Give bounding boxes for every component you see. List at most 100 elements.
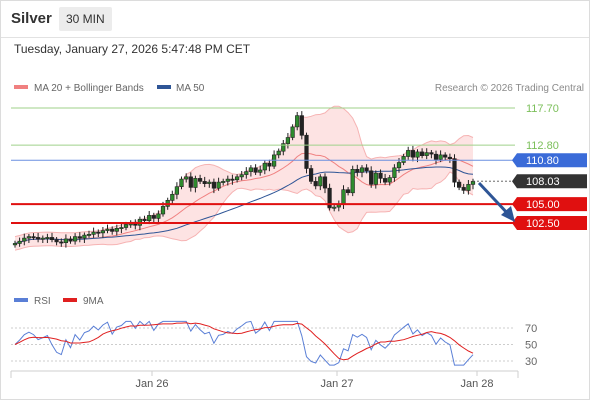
bollinger-upper-line xyxy=(14,105,474,238)
bollinger-band-fill xyxy=(15,106,473,251)
candle-body xyxy=(86,234,92,236)
candle-body xyxy=(230,178,235,181)
candle-body xyxy=(396,162,402,169)
candle-body xyxy=(248,167,254,172)
candle-body xyxy=(369,170,374,185)
candle-body xyxy=(12,243,18,246)
candle-body xyxy=(276,150,281,156)
candle-body xyxy=(170,194,175,201)
candle-body xyxy=(73,236,78,242)
candle-body xyxy=(147,215,152,221)
candle-body xyxy=(355,169,360,173)
legend-swatch-ma20 xyxy=(14,85,28,89)
candle-body xyxy=(96,231,101,234)
candle-body xyxy=(244,171,249,175)
legend-swatch-rsi xyxy=(14,298,28,302)
candle-body xyxy=(406,150,411,157)
level-label-support: 102.50 xyxy=(526,218,560,230)
candle-body xyxy=(327,187,332,209)
candle-body xyxy=(188,176,193,188)
candle-body xyxy=(225,178,230,182)
main-plot xyxy=(12,105,476,251)
legend-label-ma50: MA 50 xyxy=(176,83,205,94)
candle-body xyxy=(447,156,453,159)
candle-body xyxy=(235,176,240,181)
legend-label-ma20: MA 20 + Bollinger Bands xyxy=(34,83,144,94)
x-axis-ticks: Jan 26 Jan 27 Jan 28 xyxy=(135,371,494,390)
candle-body xyxy=(424,152,429,156)
candle-body xyxy=(239,174,244,178)
candle-body xyxy=(17,240,22,244)
level-label-support: 105.00 xyxy=(526,199,560,211)
candle-body xyxy=(378,172,383,179)
candle-body xyxy=(54,239,59,243)
candle-body xyxy=(35,237,41,240)
candle-body xyxy=(345,189,351,193)
rsi-line xyxy=(14,320,474,366)
candle-body xyxy=(49,237,55,240)
x-tick-label: Jan 26 xyxy=(135,378,168,390)
candle-body xyxy=(193,178,198,188)
timeframe-button[interactable]: 30 MIN xyxy=(59,7,112,31)
candle-body xyxy=(392,167,397,178)
level-badge-support xyxy=(512,216,587,230)
chart-header: Silver 30 MIN xyxy=(1,1,589,38)
candle-body xyxy=(202,181,207,184)
candle-body xyxy=(110,228,115,232)
candle-body xyxy=(114,228,119,232)
forecast-arrow xyxy=(477,181,515,222)
level-badge-last xyxy=(512,174,587,189)
rsi-plot: 70 50 30 xyxy=(11,320,537,368)
rsi-tick-label: 70 xyxy=(525,323,537,335)
price-levels: 117.70 112.80 110.80 108.03 105.00 102.50 xyxy=(11,103,587,230)
candle-body xyxy=(258,169,263,173)
candle-body xyxy=(31,236,36,239)
candle-body xyxy=(387,177,392,183)
candle-body xyxy=(142,218,147,221)
candle-body xyxy=(318,176,323,187)
candle-body xyxy=(45,237,50,239)
x-tick-label: Jan 27 xyxy=(320,378,353,390)
legend-label-rsi: RSI xyxy=(34,296,51,307)
candle-body xyxy=(410,150,416,158)
candle-body xyxy=(63,238,68,243)
candle-body xyxy=(304,134,309,169)
candle-body xyxy=(461,187,466,191)
candle-body xyxy=(68,238,73,242)
candle-body xyxy=(308,168,314,182)
candle-body xyxy=(91,231,96,235)
candle-body xyxy=(105,228,110,231)
level-badge-pivot xyxy=(512,153,587,168)
candle-body xyxy=(207,181,212,184)
candle-body xyxy=(359,167,365,173)
candle-body xyxy=(184,176,189,180)
candle-body xyxy=(332,206,337,209)
candle-body xyxy=(470,181,476,185)
candle-body xyxy=(174,186,180,195)
candle-body xyxy=(216,181,221,189)
candle-body xyxy=(119,227,124,230)
candle-body xyxy=(77,236,82,239)
candle-body xyxy=(313,181,318,187)
candle-body xyxy=(160,206,166,215)
candle-body xyxy=(373,172,378,185)
level-label-resistance: 112.80 xyxy=(526,140,559,152)
candle-body xyxy=(253,167,258,173)
candle-body xyxy=(100,230,105,234)
candle-body xyxy=(438,154,443,160)
candle-body xyxy=(401,156,406,163)
candle-body xyxy=(285,137,291,144)
candle-body xyxy=(299,115,304,136)
candle-body xyxy=(267,162,272,167)
candle-body xyxy=(433,153,439,160)
candle-body xyxy=(456,181,462,188)
legend-swatch-9ma xyxy=(63,298,77,302)
legend-label-9ma: 9MA xyxy=(83,296,104,307)
level-label-last: 108.03 xyxy=(526,176,560,188)
candle-body xyxy=(40,237,45,240)
candle-body xyxy=(350,169,355,194)
rsi-tick-label: 30 xyxy=(525,356,537,368)
candle-body xyxy=(295,115,300,128)
